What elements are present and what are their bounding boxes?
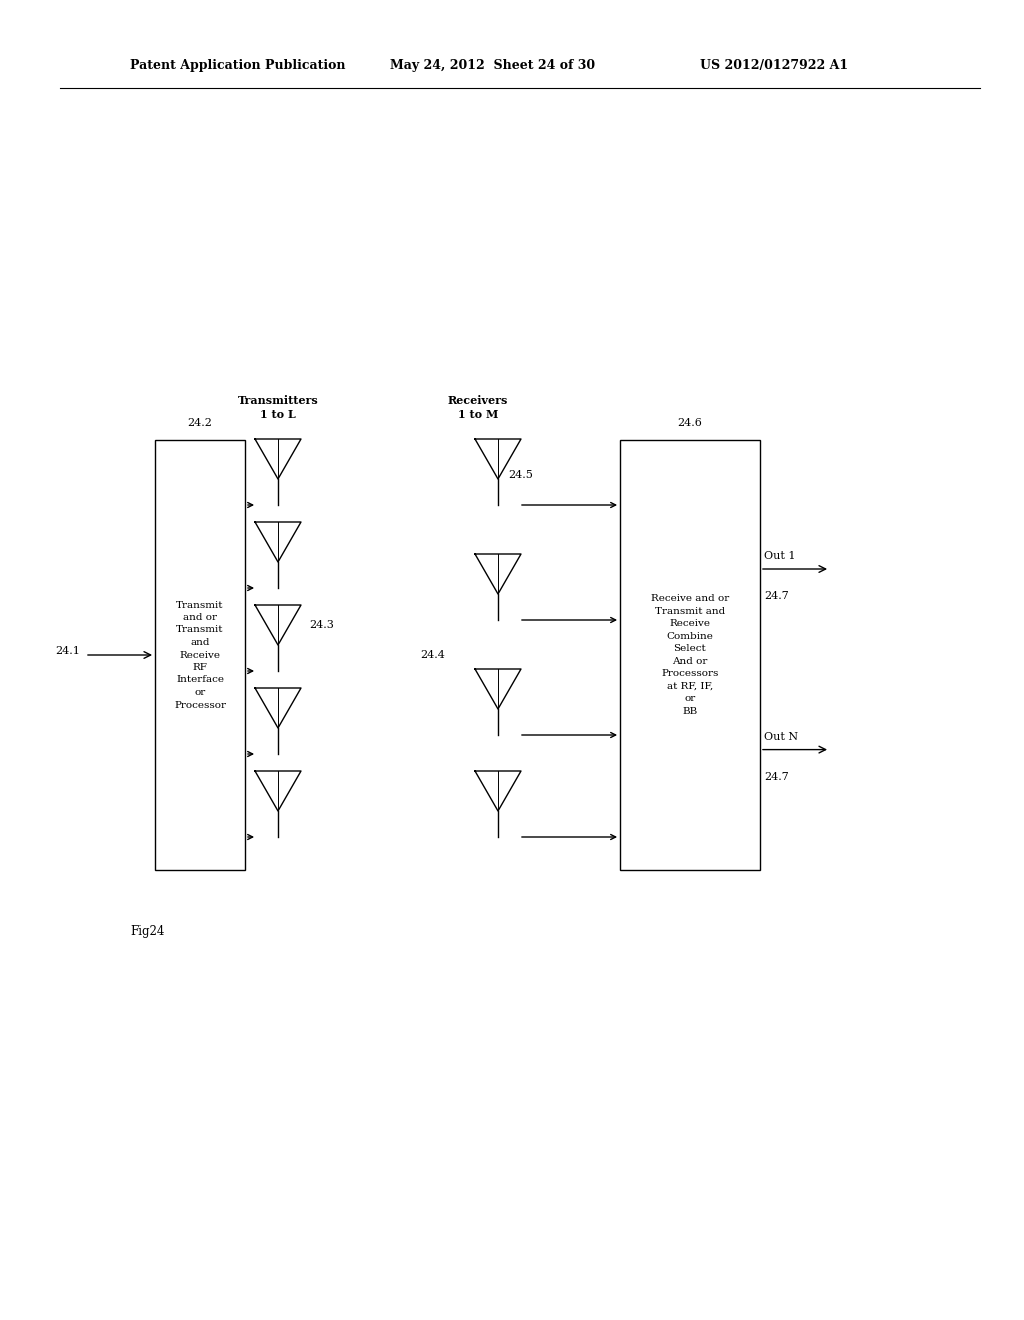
Text: Fig24: Fig24 — [130, 925, 165, 939]
Text: Receivers
1 to M: Receivers 1 to M — [447, 395, 508, 420]
Text: May 24, 2012  Sheet 24 of 30: May 24, 2012 Sheet 24 of 30 — [390, 58, 595, 71]
Text: 24.1: 24.1 — [55, 645, 80, 656]
Bar — [155, 440, 245, 870]
Text: Out N: Out N — [764, 731, 798, 742]
Text: Transmitters
1 to L: Transmitters 1 to L — [238, 395, 318, 420]
Text: 24.6: 24.6 — [678, 418, 702, 428]
Text: Transmit
and or
Transmit
and
Receive
RF
Interface
or
Processor: Transmit and or Transmit and Receive RF … — [174, 601, 226, 710]
Text: 24.7: 24.7 — [764, 772, 788, 781]
Text: 24.4: 24.4 — [420, 649, 444, 660]
Text: Receive and or
Transmit and
Receive
Combine
Select
And or
Processors
at RF, IF,
: Receive and or Transmit and Receive Comb… — [651, 594, 729, 715]
Bar — [620, 440, 760, 870]
Text: Patent Application Publication: Patent Application Publication — [130, 58, 345, 71]
Text: 24.3: 24.3 — [309, 620, 334, 630]
Text: US 2012/0127922 A1: US 2012/0127922 A1 — [700, 58, 848, 71]
Text: Out 1: Out 1 — [764, 550, 796, 561]
Text: 24.2: 24.2 — [187, 418, 212, 428]
Text: 24.7: 24.7 — [764, 591, 788, 601]
Text: 24.5: 24.5 — [508, 470, 532, 480]
